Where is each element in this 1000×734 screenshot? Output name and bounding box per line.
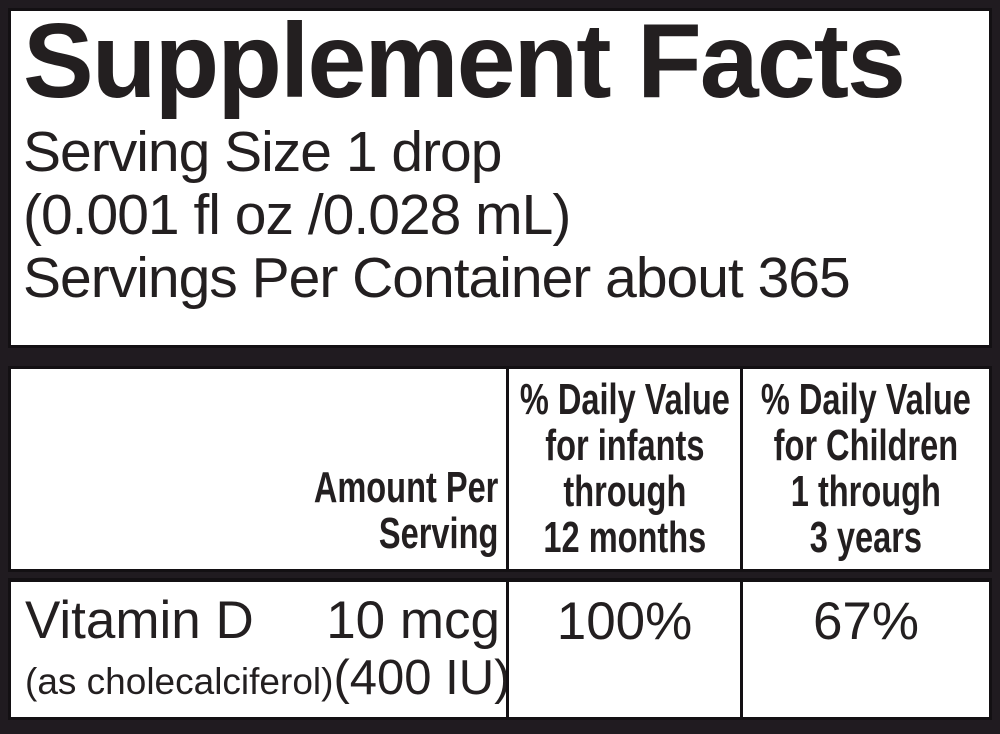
daily-value-children-value: 67% — [740, 582, 989, 717]
table-row-vitamin-d: Vitamin D 10 mcg (as cholecalciferol) (4… — [8, 578, 992, 720]
nutrient-source-note: (as cholecalciferol) — [25, 661, 334, 702]
facts-table-header: Amount Per Serving % Daily Value for inf… — [8, 366, 992, 572]
daily-value-infants-header: % Daily Value for infants through 12 mon… — [506, 369, 740, 569]
servings-per-container-line: Servings Per Container about 365 — [23, 245, 851, 310]
nutrient-amount: 10 mcg — [326, 591, 500, 650]
daily-value-infants-header-text: % Daily Value for infants through 12 mon… — [519, 375, 730, 562]
nutrient-note-line: (as cholecalciferol) (400 IU) — [25, 652, 510, 708]
daily-value-infants-value: 100% — [506, 582, 740, 717]
serving-size-line: Serving Size 1 drop — [23, 119, 502, 184]
supplement-facts-title: Supplement Facts — [23, 8, 906, 120]
amount-per-serving-header-text: Amount Per Serving — [313, 463, 498, 558]
nutrient-name: Vitamin D — [25, 591, 254, 650]
nutrient-amount-iu: (400 IU) — [333, 651, 511, 705]
amount-per-serving-header: Amount Per Serving — [11, 369, 506, 569]
label-header-panel: Supplement Facts Serving Size 1 drop (0.… — [8, 8, 992, 348]
nutrient-main-line: Vitamin D 10 mcg — [25, 590, 500, 652]
daily-value-children-header-text: % Daily Value for Children 1 through 3 y… — [761, 375, 971, 562]
daily-value-children-header: % Daily Value for Children 1 through 3 y… — [740, 369, 989, 569]
nutrient-cell: Vitamin D 10 mcg (as cholecalciferol) (4… — [11, 582, 510, 717]
serving-volume-line: (0.001 fl oz /0.028 mL) — [23, 182, 571, 247]
